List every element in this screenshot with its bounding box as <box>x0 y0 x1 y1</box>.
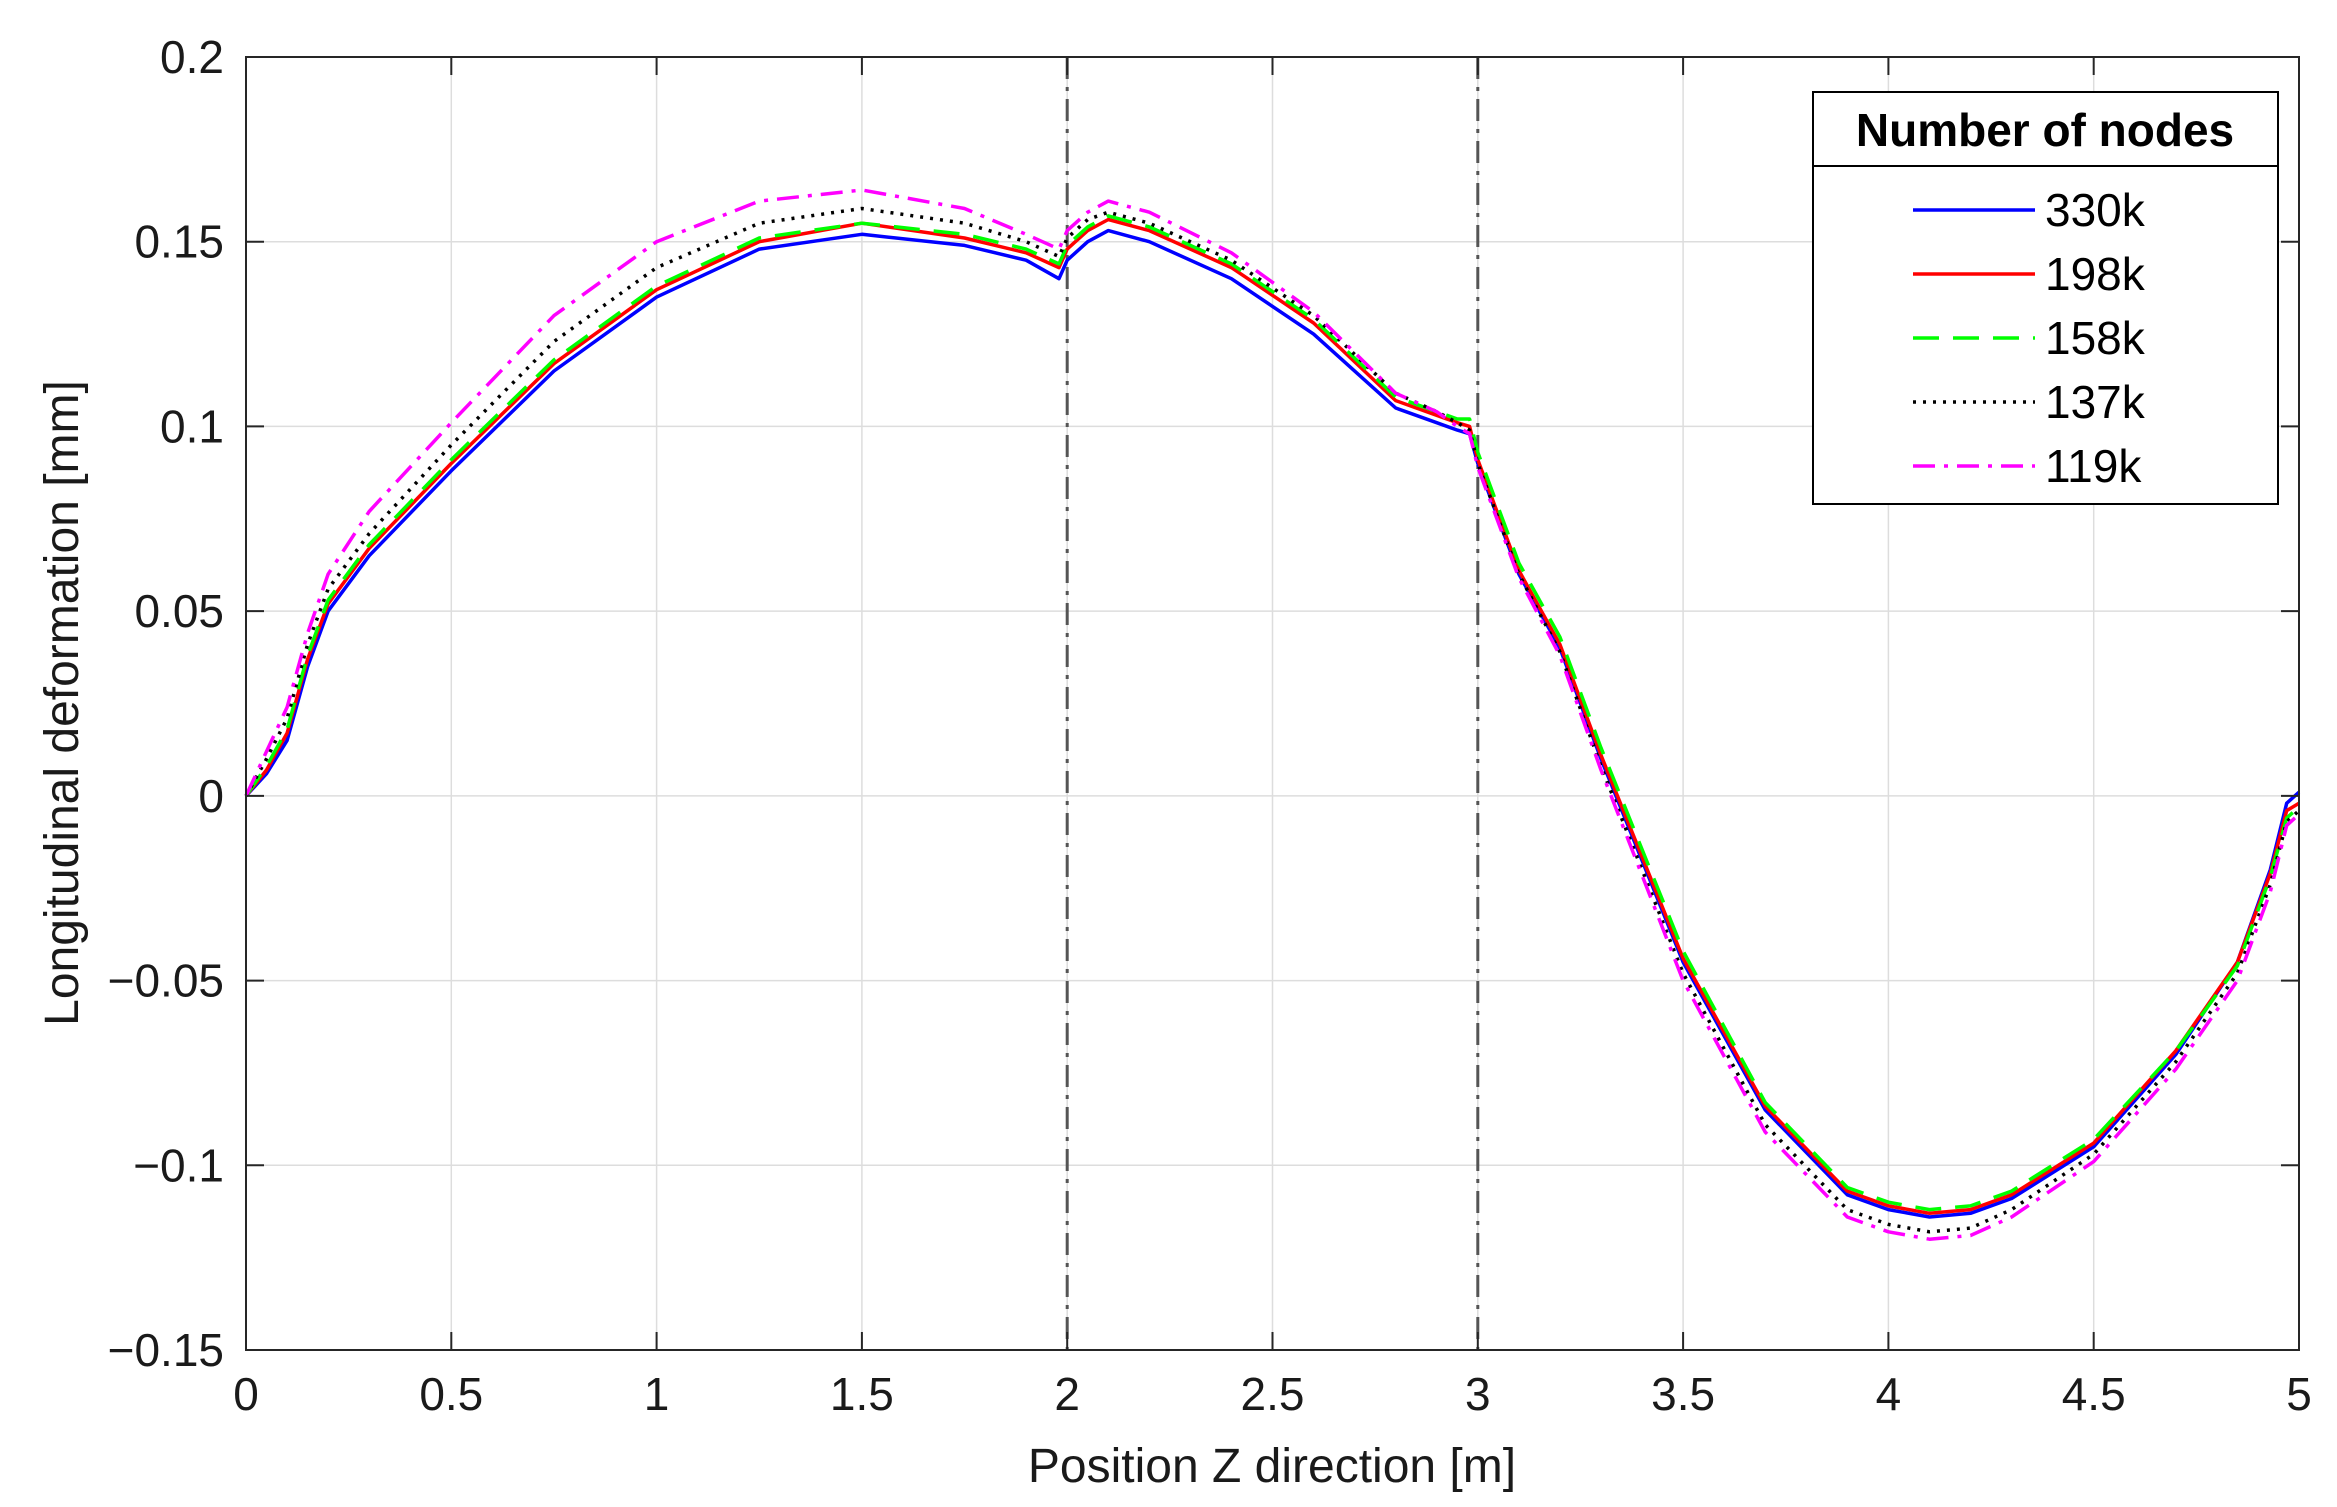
y-tick-label: 0 <box>198 770 224 822</box>
x-tick-label: 1 <box>644 1368 670 1420</box>
x-tick-label: 2.5 <box>1241 1368 1305 1420</box>
series-line-330k <box>244 228 2301 1219</box>
axis-ticks: 0 0.5 1 1.5 2 2.5 3 3.5 4 4.5 5 0.2 0.15 0.1 0.05 0 −0.0… <box>108 31 2312 1420</box>
x-tick-label: 3 <box>1465 1368 1491 1420</box>
legend-box <box>1812 91 2279 505</box>
reference-lines <box>1065 57 1480 1350</box>
x-tick-label: 1.5 <box>830 1368 894 1420</box>
series-group <box>244 188 2301 1241</box>
legend-entries: 330k 198k 158k 137k 119k <box>1913 184 2146 492</box>
legend-label-198k: 198k <box>2045 248 2146 300</box>
series-line-119k <box>244 188 2301 1241</box>
y-tick-label: 0.05 <box>134 585 224 637</box>
x-tick-label: 4 <box>1876 1368 1902 1420</box>
y-tick-label: −0.1 <box>133 1139 224 1191</box>
x-axis-title: Position Z direction [m] <box>1028 1440 1516 1493</box>
y-tick-label: 0.15 <box>134 216 224 268</box>
x-tick-label: 2 <box>1054 1368 1080 1420</box>
legend-label-330k: 330k <box>2045 184 2146 236</box>
legend-title: Number of nodes <box>1856 104 2234 156</box>
x-tick-label: 3.5 <box>1651 1368 1715 1420</box>
legend: Number of nodes 330k 198k 158k 137k 119k <box>1812 91 2279 505</box>
x-tick-label: 5 <box>2286 1368 2312 1420</box>
y-tick-label: −0.05 <box>108 955 224 1007</box>
y-tick-label: −0.15 <box>108 1324 224 1376</box>
series-line-198k <box>244 217 2300 1216</box>
x-tick-label: 0.5 <box>419 1368 483 1420</box>
y-axis-title: Longitudinal deformation [mm] <box>36 380 89 1026</box>
x-tick-label: 4.5 <box>2062 1368 2126 1420</box>
y-tick-label: 0.2 <box>160 31 224 83</box>
legend-label-119k: 119k <box>2045 440 2142 492</box>
legend-label-158k: 158k <box>2045 312 2146 364</box>
legend-label-137k: 137k <box>2045 376 2146 428</box>
y-tick-label: 0.1 <box>160 400 224 452</box>
x-tick-label: 0 <box>233 1368 259 1420</box>
